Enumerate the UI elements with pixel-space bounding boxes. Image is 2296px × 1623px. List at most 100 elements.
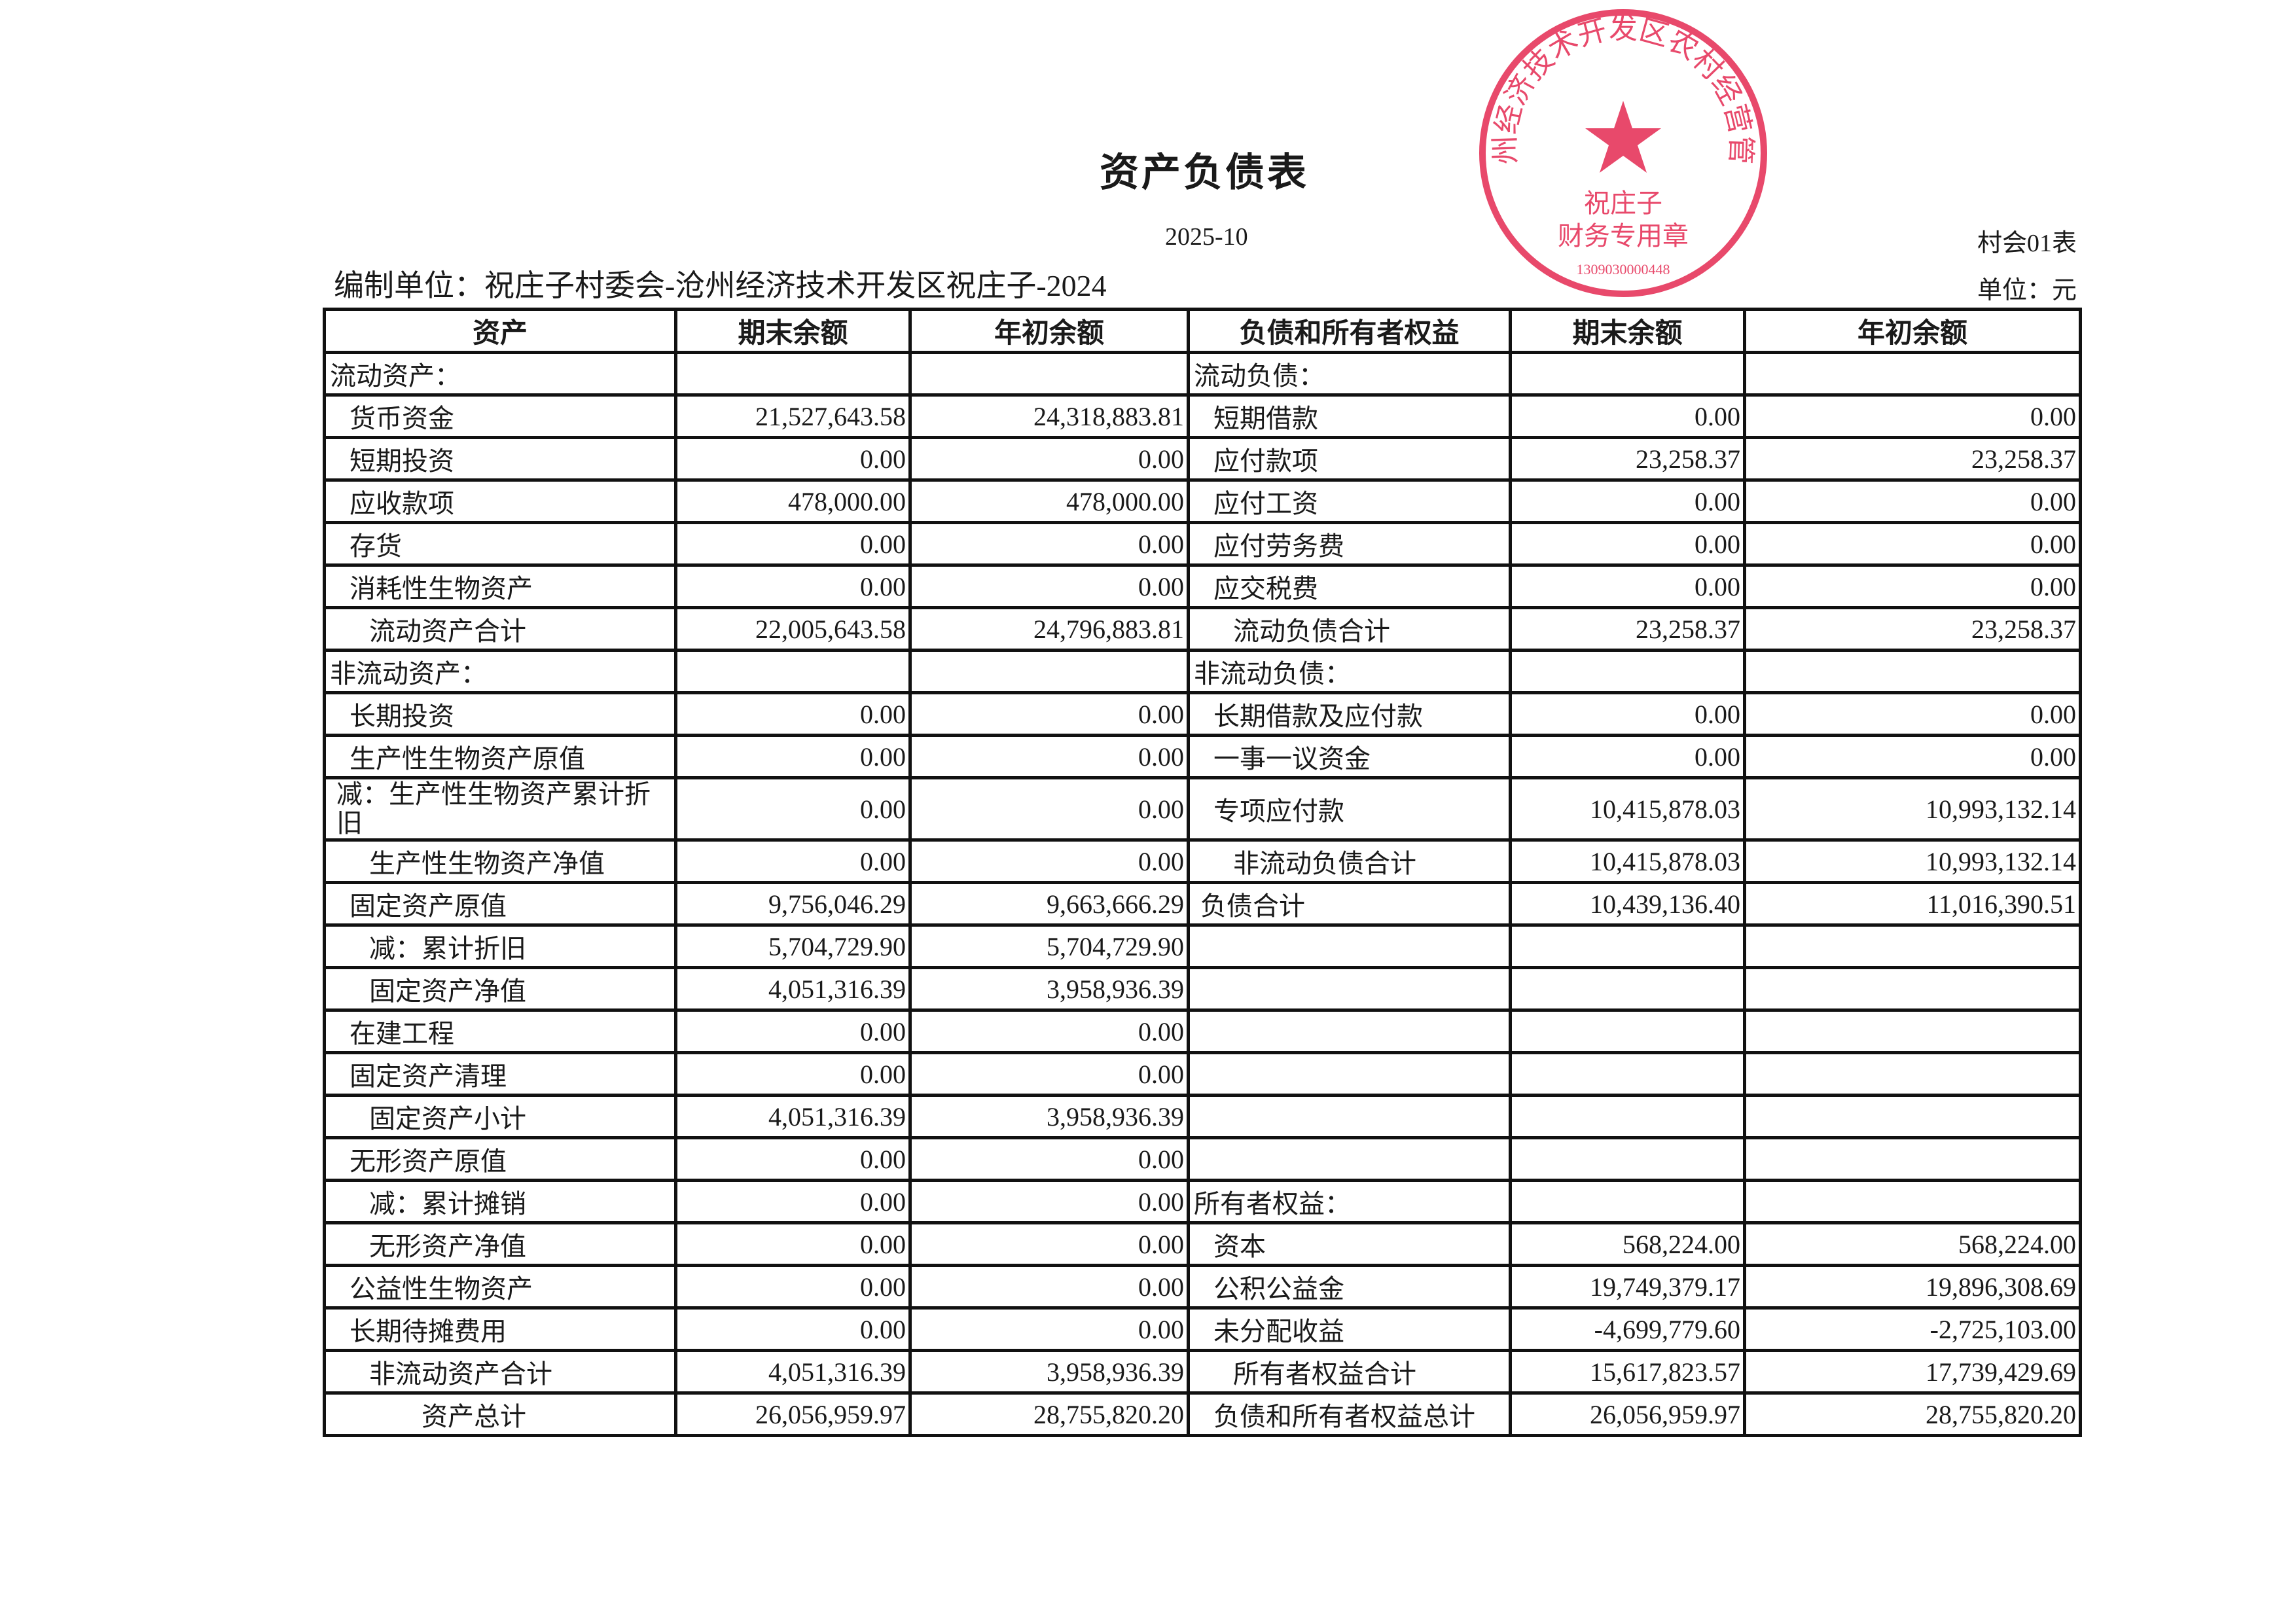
header-row: 资产 期末余额 年初余额 负债和所有者权益 期末余额 年初余额	[323, 308, 2082, 354]
liability-end-balance-cell	[1509, 1136, 1746, 1182]
asset-label-cell: 非流动资产：	[323, 649, 677, 694]
liability-label-cell: 负债合计	[1187, 881, 1512, 927]
asset-label-cell: 应收款项	[323, 478, 677, 524]
preparing-organization: 编制单位：祝庄子村委会-沧州经济技术开发区祝庄子-2024	[334, 269, 1107, 302]
table-row: 减：累计摊销 0.00 0.00 所有者权益：	[323, 1179, 2082, 1224]
liability-label-cell: 专项应付款	[1187, 776, 1512, 842]
table-row: 流动资产合计 22,005,643.58 24,796,883.81 流动负债合计 23…	[323, 606, 2082, 652]
asset-begin-balance-cell: 0.00	[908, 1179, 1190, 1224]
asset-begin-balance-cell: 3,958,936.39	[908, 1094, 1190, 1139]
liability-end-balance-cell	[1509, 1008, 1746, 1054]
liability-label-cell: 所有者权益合计	[1187, 1349, 1512, 1395]
asset-begin-balance-cell: 0.00	[908, 1008, 1190, 1054]
table-row: 流动资产： 流动负债：	[323, 351, 2082, 397]
table-row: 非流动资产合计 4,051,316.39 3,958,936.39 所有者权益合计 15…	[323, 1349, 2082, 1395]
table-row: 减：生产性生物资产累计折旧 0.00 0.00 专项应付款 10,415,878.03 1…	[323, 776, 2082, 842]
liability-label-cell: 应付工资	[1187, 478, 1512, 524]
asset-end-balance-cell: 0.00	[674, 734, 912, 779]
asset-end-balance-cell: 478,000.00	[674, 478, 912, 524]
liability-begin-balance-cell: 0.00	[1743, 478, 2082, 524]
asset-label-cell: 消耗性生物资产	[323, 563, 677, 609]
table-row: 固定资产清理 0.00 0.00	[323, 1051, 2082, 1097]
liability-label-cell: 所有者权益：	[1187, 1179, 1512, 1224]
table-row: 固定资产小计 4,051,316.39 3,958,936.39	[323, 1094, 2082, 1139]
asset-end-balance-cell: 21,527,643.58	[674, 393, 912, 439]
liability-begin-balance-cell: 0.00	[1743, 521, 2082, 567]
asset-label-cell: 减：生产性生物资产累计折旧	[323, 776, 677, 842]
liability-begin-balance-cell	[1743, 966, 2082, 1012]
currency-unit: 单位：元	[1977, 277, 2077, 304]
asset-end-balance-cell	[674, 649, 912, 694]
asset-label-cell: 非流动资产合计	[323, 1349, 677, 1395]
asset-begin-balance-cell: 0.00	[908, 521, 1190, 567]
asset-end-balance-cell: 5,704,729.90	[674, 923, 912, 969]
liability-label-cell	[1187, 1051, 1512, 1097]
asset-label-cell: 存货	[323, 521, 677, 567]
liability-begin-balance-cell	[1743, 649, 2082, 694]
asset-end-balance-cell: 0.00	[674, 1221, 912, 1267]
asset-end-balance-cell: 0.00	[674, 776, 912, 842]
liability-label-cell: 非流动负债：	[1187, 649, 1512, 694]
asset-end-balance-cell: 0.00	[674, 1008, 912, 1054]
asset-end-balance-cell: 26,056,959.97	[674, 1391, 912, 1437]
liability-end-balance-cell	[1509, 1179, 1746, 1224]
liability-end-balance-cell: 10,415,878.03	[1509, 838, 1746, 884]
asset-label-cell: 生产性生物资产原值	[323, 734, 677, 779]
asset-label-cell: 减：累计折旧	[323, 923, 677, 969]
asset-end-balance-cell: 0.00	[674, 1051, 912, 1097]
asset-label-cell: 流动资产：	[323, 351, 677, 397]
asset-label-cell: 长期待摊费用	[323, 1306, 677, 1352]
asset-begin-balance-cell: 9,663,666.29	[908, 881, 1190, 927]
asset-begin-balance-cell: 0.00	[908, 838, 1190, 884]
liability-label-cell: 非流动负债合计	[1187, 838, 1512, 884]
liability-label-cell	[1187, 1136, 1512, 1182]
asset-label-cell: 无形资产原值	[323, 1136, 677, 1182]
asset-end-balance-cell: 4,051,316.39	[674, 1094, 912, 1139]
asset-end-balance-cell: 4,051,316.39	[674, 966, 912, 1012]
table-row: 生产性生物资产净值 0.00 0.00 非流动负债合计 10,415,878.03 10,…	[323, 838, 2082, 884]
asset-begin-balance-cell: 0.00	[908, 691, 1190, 737]
asset-begin-balance-cell	[908, 351, 1190, 397]
asset-label-cell: 固定资产原值	[323, 881, 677, 927]
asset-end-balance-cell: 0.00	[674, 1179, 912, 1224]
liability-begin-balance-cell	[1743, 1179, 2082, 1224]
table-row: 货币资金 21,527,643.58 24,318,883.81 短期借款 0.00 0.…	[323, 393, 2082, 439]
asset-end-balance-cell: 0.00	[674, 838, 912, 884]
table-row: 生产性生物资产原值 0.00 0.00 一事一议资金 0.00 0.00	[323, 734, 2082, 779]
liability-end-balance-cell	[1509, 1051, 1746, 1097]
table-row: 短期投资 0.00 0.00 应付款项 23,258.37 23,258.37	[323, 436, 2082, 482]
asset-end-balance-cell	[674, 351, 912, 397]
liability-label-cell: 未分配收益	[1187, 1306, 1512, 1352]
liability-begin-balance-cell: 10,993,132.14	[1743, 776, 2082, 842]
liability-end-balance-cell	[1509, 966, 1746, 1012]
asset-begin-balance-cell: 0.00	[908, 1136, 1190, 1182]
liability-begin-balance-cell: 11,016,390.51	[1743, 881, 2082, 927]
liability-begin-balance-cell	[1743, 1008, 2082, 1054]
asset-end-balance-cell: 22,005,643.58	[674, 606, 912, 652]
asset-end-balance-cell: 0.00	[674, 1264, 912, 1310]
liability-begin-balance-cell	[1743, 1136, 2082, 1182]
asset-begin-balance-cell: 0.00	[908, 1051, 1190, 1097]
liability-begin-balance-cell: 568,224.00	[1743, 1221, 2082, 1267]
header-assets-end-balance: 期末余额	[674, 308, 912, 354]
liability-label-cell: 流动负债合计	[1187, 606, 1512, 652]
liability-end-balance-cell: 0.00	[1509, 691, 1746, 737]
table-row: 长期待摊费用 0.00 0.00 未分配收益 -4,699,779.60 -2,725,1…	[323, 1306, 2082, 1352]
asset-label-cell: 减：累计摊销	[323, 1179, 677, 1224]
liability-begin-balance-cell: 28,755,820.20	[1743, 1391, 2082, 1437]
table-row: 公益性生物资产 0.00 0.00 公积公益金 19,749,379.17 19,896,…	[323, 1264, 2082, 1310]
report-period: 2025-10	[1165, 223, 1248, 251]
liability-label-cell: 一事一议资金	[1187, 734, 1512, 779]
liability-label-cell: 短期借款	[1187, 393, 1512, 439]
report-title: 资产负债表	[1100, 151, 1309, 194]
liability-end-balance-cell: 0.00	[1509, 478, 1746, 524]
asset-begin-balance-cell: 24,318,883.81	[908, 393, 1190, 439]
asset-begin-balance-cell: 0.00	[908, 436, 1190, 482]
asset-label-cell: 短期投资	[323, 436, 677, 482]
liability-end-balance-cell: 0.00	[1509, 734, 1746, 779]
liability-label-cell: 流动负债：	[1187, 351, 1512, 397]
liability-begin-balance-cell	[1743, 1051, 2082, 1097]
table-row: 固定资产原值 9,756,046.29 9,663,666.29 负债合计 10,439…	[323, 881, 2082, 927]
asset-end-balance-cell: 4,051,316.39	[674, 1349, 912, 1395]
liability-begin-balance-cell	[1743, 923, 2082, 969]
